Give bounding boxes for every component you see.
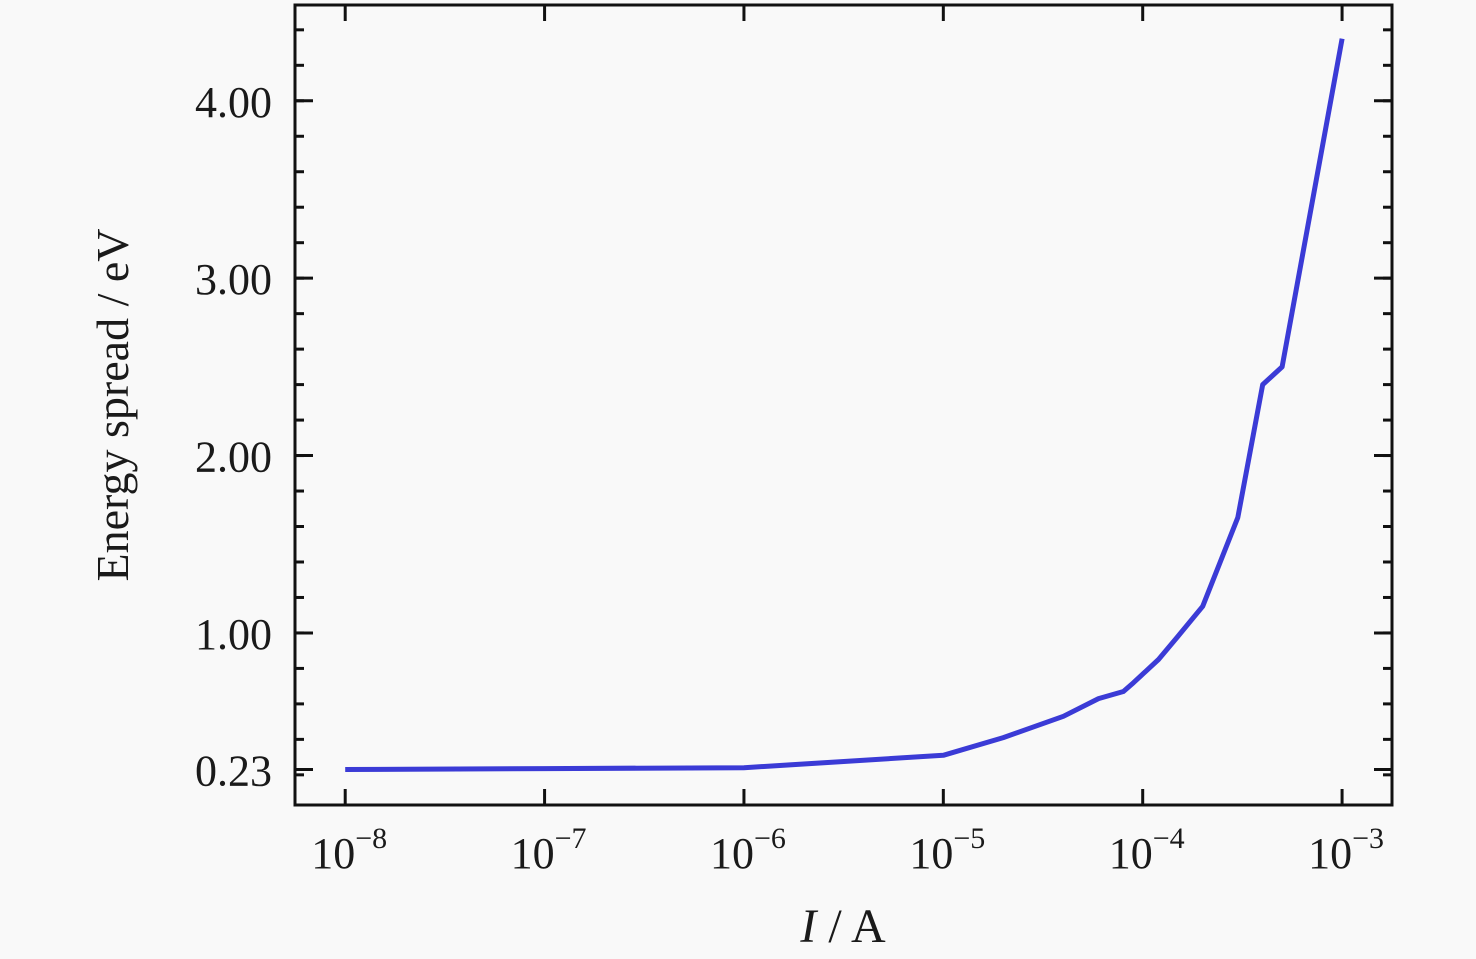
x-tick-label: 10−8: [311, 822, 387, 878]
ticks: [295, 5, 1392, 805]
y-tick-label: 2.00: [195, 433, 272, 482]
x-tick-label: 10−5: [909, 822, 985, 878]
x-tick-label: 10−7: [511, 822, 587, 878]
y-tick-label: 3.00: [195, 255, 272, 304]
y-tick-labels: 0.23 1.00 2.00 3.00 4.00: [195, 78, 272, 796]
x-axis-label: I / A: [799, 900, 886, 953]
y-tick-label: 1.00: [195, 610, 272, 659]
x-tick-label: 10−4: [1109, 822, 1185, 878]
series-line: [345, 38, 1345, 772]
y-tick-label: 0.23: [195, 747, 272, 796]
x-tick-label: 10−3: [1308, 822, 1384, 878]
y-tick-label: 4.00: [195, 78, 272, 127]
x-tick-labels: 10−8 10−7 10−6 10−5 10−4 10−3: [311, 822, 1384, 878]
y-axis-label: Energy spread / eV: [87, 229, 138, 582]
x-tick-label: 10−6: [710, 822, 786, 878]
plot-frame: [293, 3, 1394, 807]
